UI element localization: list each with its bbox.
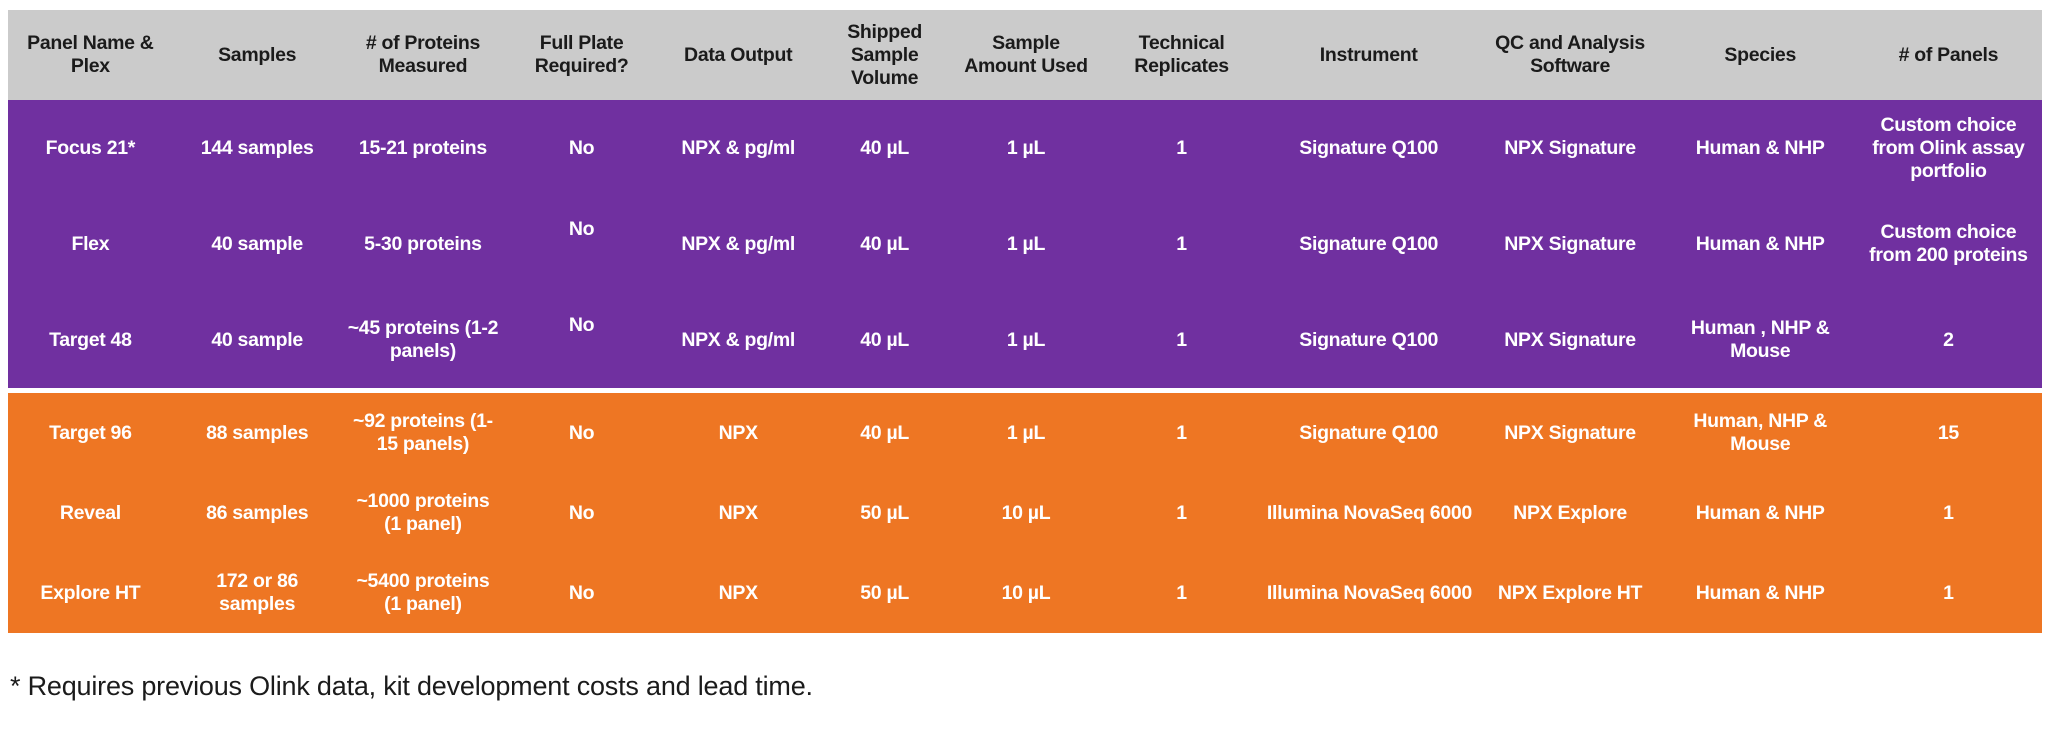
table-cell: 10 µL [1001, 581, 1051, 604]
table-cell: NPX Signature [1504, 136, 1636, 159]
cell-text: No [568, 313, 595, 336]
table-cell: NPX & pg/ml [681, 232, 796, 255]
table-cell: 40 sample [211, 328, 303, 351]
table-cell: No [504, 196, 659, 292]
table-cell: 40 µL [860, 421, 909, 444]
table-cell: Signature Q100 [1299, 421, 1439, 444]
table-header: Panel Name & Plex Samples # of Proteins … [8, 10, 2042, 100]
table-cell: No [568, 581, 595, 604]
table-cell: NPX & pg/ml [681, 136, 796, 159]
panel-name-cell: Reveal [59, 501, 121, 524]
table-cell: Human & NHP [1695, 136, 1825, 159]
footnote: * Requires previous Olink data, kit deve… [10, 671, 813, 701]
table-cell: 5-30 proteins [364, 232, 482, 255]
table-cell: 1 [1176, 136, 1187, 159]
panel-name-cell: Flex [71, 232, 110, 255]
table-cell: Human & NHP [1695, 501, 1825, 524]
column-header-sample-amount: Sample Amount Used [964, 32, 1088, 77]
panel-name-cell: Focus 21* [45, 136, 136, 159]
table-cell: 1 µL [1006, 232, 1046, 255]
table-cell: NPX [718, 421, 759, 444]
table-cell: Custom choice from Olink assay portfolio [1872, 113, 2025, 182]
table-cell: 1 µL [1006, 328, 1046, 351]
table-cell: NPX Signature [1504, 421, 1636, 444]
table-cell: Illumina NovaSeq 6000 [1266, 501, 1472, 524]
table-cell: 15-21 proteins [358, 136, 487, 159]
column-header-full-plate: Full Plate Required? [534, 32, 629, 77]
table-row-reveal: Reveal 86 samples ~1000 proteins (1 pane… [8, 473, 2042, 553]
table-cell: NPX Signature [1504, 232, 1636, 255]
table-cell: Human , NHP & Mouse [1690, 317, 1830, 362]
table-cell: 15 [1937, 421, 1959, 444]
table-cell: 2 [1943, 328, 1954, 351]
table-cell: 40 sample [211, 232, 303, 255]
table-cell: NPX [718, 501, 759, 524]
table-cell: Human & NHP [1695, 581, 1825, 604]
section-divider [8, 388, 2042, 393]
table-cell: ~45 proteins (1-2 panels) [347, 317, 499, 362]
panel-comparison-table: Panel Name & Plex Samples # of Proteins … [8, 10, 2042, 633]
table-cell: NPX Explore [1513, 501, 1627, 524]
table-cell: 40 µL [860, 232, 909, 255]
table-cell: NPX & pg/ml [681, 328, 796, 351]
table-row-flex: Flex 40 sample 5-30 proteins No NPX & pg… [8, 196, 2042, 292]
table-cell: 1 µL [1006, 136, 1046, 159]
table-cell: 1 [1176, 421, 1187, 444]
table-cell: Custom choice from 200 proteins [1869, 221, 2028, 266]
cell-text: No [568, 217, 595, 240]
table-row-target-48: Target 48 40 sample ~45 proteins (1-2 pa… [8, 292, 2042, 388]
column-header-num-panels: # of Panels [1898, 43, 1999, 66]
table-cell: ~1000 proteins (1 panel) [356, 490, 490, 535]
table-cell: Illumina NovaSeq 6000 [1266, 581, 1472, 604]
table-cell: 1 [1176, 328, 1187, 351]
table-cell: 40 µL [860, 328, 909, 351]
column-header-data-output: Data Output [684, 43, 793, 66]
table-cell: No [568, 421, 595, 444]
table-cell: 1 [1176, 232, 1187, 255]
column-header-species: Species [1724, 43, 1797, 66]
table-cell: 144 samples [200, 136, 314, 159]
table-cell: 50 µL [860, 501, 909, 524]
table-cell: No [568, 501, 595, 524]
table-cell: 1 µL [1006, 421, 1046, 444]
table-cell: 1 [1176, 581, 1187, 604]
header-row: Panel Name & Plex Samples # of Proteins … [8, 10, 2042, 100]
panel-name-cell: Target 96 [49, 421, 132, 444]
panel-name-cell: Explore HT [40, 581, 141, 604]
table-row-explore-ht: Explore HT 172 or 86 samples ~5400 prote… [8, 553, 2042, 633]
table-cell: Signature Q100 [1299, 328, 1439, 351]
table-cell: 40 µL [860, 136, 909, 159]
table-cell: Human & NHP [1695, 232, 1825, 255]
table-cell: 10 µL [1001, 501, 1051, 524]
table-cell: 1 [1943, 501, 1954, 524]
column-header-qc-software: QC and Analysis Software [1495, 32, 1645, 77]
table-cell: Signature Q100 [1299, 136, 1439, 159]
table-cell: 86 samples [206, 501, 309, 524]
table-cell: No [568, 136, 595, 159]
table-cell: 1 [1176, 501, 1187, 524]
table-cell: ~92 proteins (1-15 panels) [352, 410, 493, 455]
column-header-proteins-measured: # of Proteins Measured [365, 32, 481, 77]
table-cell: Signature Q100 [1299, 232, 1439, 255]
column-header-technical-replicates: Technical Replicates [1134, 32, 1229, 77]
table-cell: 50 µL [860, 581, 909, 604]
panel-name-cell: Target 48 [49, 328, 132, 351]
column-header-shipped-volume: Shipped Sample Volume [847, 20, 923, 89]
table-cell: NPX Signature [1504, 328, 1636, 351]
table-row-focus-21: Focus 21* 144 samples 15-21 proteins No … [8, 100, 2042, 196]
table-cell: No [504, 292, 659, 388]
table-cell: 1 [1943, 581, 1954, 604]
table-cell: NPX Explore HT [1497, 581, 1643, 604]
column-header-panel-name: Panel Name & Plex [27, 32, 154, 77]
column-header-instrument: Instrument [1319, 43, 1418, 66]
table-row-target-96: Target 96 88 samples ~92 proteins (1-15 … [8, 393, 2042, 473]
table-cell: Human, NHP & Mouse [1693, 410, 1828, 455]
table-cell: ~5400 proteins (1 panel) [356, 570, 490, 615]
table-cell: NPX [718, 581, 759, 604]
table-cell: 172 or 86 samples [216, 570, 299, 615]
column-header-samples: Samples [218, 43, 297, 66]
table-cell: 88 samples [206, 421, 309, 444]
